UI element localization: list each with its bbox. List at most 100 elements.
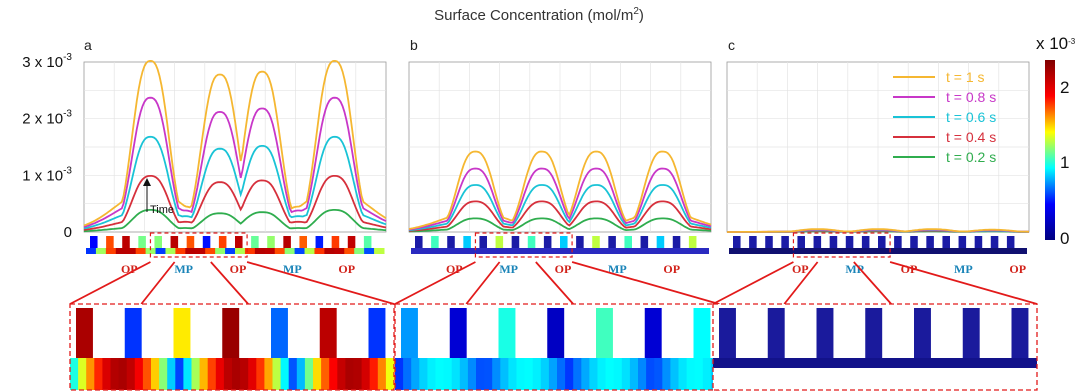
- inset-base-segment: [548, 358, 558, 390]
- inset-base-segment: [540, 358, 550, 390]
- region-label-mp: MP: [283, 262, 302, 276]
- electrode-base-segment: [254, 248, 266, 254]
- region-label-mp: MP: [954, 262, 973, 276]
- zoom-connector-line: [889, 261, 1038, 305]
- inset-tooth: [914, 308, 931, 358]
- inset-base-segment: [411, 358, 420, 390]
- zoom-connector-line: [210, 261, 249, 305]
- colorbar-tick-0: 0: [1060, 229, 1069, 248]
- inset-base-segment: [70, 358, 79, 390]
- series-line: [727, 228, 1029, 233]
- electrode-tooth: [283, 236, 291, 248]
- inset-base-segment: [646, 358, 655, 390]
- electrode-tooth: [251, 236, 259, 248]
- zoom-inset-frame: [712, 303, 1038, 391]
- inset-base-segment: [183, 358, 192, 390]
- inset-base-segment: [361, 358, 371, 390]
- electrode-base-segment: [294, 248, 306, 254]
- series-line: [408, 167, 712, 231]
- y-tick-label: 0: [64, 224, 72, 241]
- electrode-tooth: [829, 236, 838, 248]
- electrode-tooth: [463, 236, 471, 248]
- inset-tooth: [816, 308, 834, 358]
- inset-tooth: [401, 308, 418, 358]
- y-tick-label: 3 x 10-3: [22, 52, 72, 71]
- zoom-connector-line: [69, 261, 151, 305]
- electrode-base-segment: [95, 248, 107, 254]
- inset-tooth: [222, 308, 240, 358]
- electrode-tooth: [347, 236, 356, 248]
- electrode-tooth: [218, 236, 227, 248]
- zoom-connector-line: [853, 261, 892, 305]
- region-label-op: OP: [1009, 262, 1026, 276]
- inset-base-segment: [223, 358, 233, 390]
- electrode-tooth: [656, 236, 665, 248]
- electrode-base-segment: [145, 248, 157, 254]
- electrode-tooth: [202, 236, 211, 248]
- legend-label: t = 0.8 s: [946, 89, 996, 105]
- electrode-tooth: [479, 236, 487, 248]
- inset-base-segment: [427, 358, 436, 390]
- region-label-op: OP: [446, 262, 463, 276]
- y-tick-label-base: 3 x 10: [22, 54, 63, 71]
- panel-b: [408, 61, 712, 258]
- inset-tooth: [271, 308, 288, 358]
- electrode-tooth: [415, 236, 423, 248]
- series-line: [83, 135, 387, 230]
- inset-base: [713, 358, 1037, 368]
- region-label-op: OP: [230, 262, 247, 276]
- inset-base-segment: [78, 358, 87, 390]
- inset-tooth: [644, 308, 662, 358]
- electrode-tooth: [672, 236, 681, 248]
- inset-base-segment: [353, 358, 363, 390]
- inset-base-segment: [476, 358, 485, 390]
- electrode-base-segment: [175, 248, 186, 254]
- inset-base-segment: [403, 358, 412, 390]
- inset-base-segment: [329, 358, 338, 390]
- electrode-tooth: [592, 236, 600, 248]
- series-line: [83, 175, 387, 231]
- electrode-tooth: [1006, 236, 1015, 248]
- electrode-base-segment: [354, 248, 365, 254]
- time-annotation: Time: [143, 178, 174, 216]
- electrode-tooth: [942, 236, 950, 248]
- inset-tooth: [368, 308, 386, 358]
- y-tick-label-exponent: -3: [63, 52, 72, 63]
- y-tick-label: 2 x 10-3: [22, 109, 72, 128]
- electrode-tooth: [527, 236, 536, 248]
- electrode-tooth: [267, 236, 275, 248]
- inset-base-segment: [629, 358, 639, 390]
- inset-base-segment: [151, 358, 160, 390]
- series-line: [408, 217, 712, 233]
- inset-base-segment: [621, 358, 631, 390]
- inset-base-segment: [467, 358, 477, 390]
- zoom-inset-frame: [69, 303, 395, 391]
- electrode-tooth: [640, 236, 649, 248]
- inset-base-segment: [102, 358, 111, 390]
- inset-tooth: [693, 308, 711, 358]
- electrode-base-segment: [125, 248, 137, 254]
- electrode-base-segment: [205, 248, 216, 254]
- inset-base-segment: [337, 358, 346, 390]
- zoom-connector-line: [712, 261, 794, 305]
- electrode-tooth: [576, 236, 584, 248]
- electrode-base-segment: [284, 248, 296, 254]
- inset-base-segment: [573, 358, 582, 390]
- zoom-source-box: [474, 232, 573, 258]
- electrode-tooth: [315, 236, 324, 248]
- y-tick-label-exponent: -3: [63, 165, 72, 176]
- electrode-tooth: [688, 236, 697, 248]
- inset-base-segment: [345, 358, 354, 390]
- y-tick-label-base: 0: [64, 224, 72, 241]
- electrode-tooth: [608, 236, 616, 248]
- electrode-tooth: [543, 236, 552, 248]
- electrode-base-segment: [334, 248, 345, 254]
- electrode-tooth: [797, 236, 805, 248]
- zoom-inset-frame: [394, 303, 720, 391]
- electrode-tooth: [447, 236, 455, 248]
- electrode-tooth: [624, 236, 632, 248]
- zoom-connector-line: [394, 261, 476, 305]
- inset-base-segment: [142, 358, 152, 390]
- series-line: [408, 150, 712, 230]
- electrode-base-segment: [215, 248, 226, 254]
